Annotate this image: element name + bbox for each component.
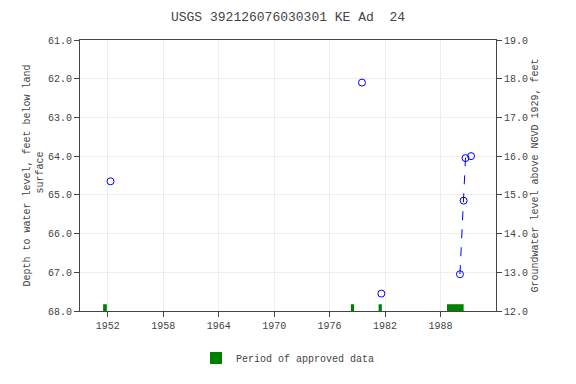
svg-text:Period of approved data: Period of approved data <box>236 354 374 365</box>
svg-text:18.0: 18.0 <box>504 74 528 85</box>
svg-text:65.0: 65.0 <box>48 190 72 201</box>
svg-text:15.0: 15.0 <box>504 190 528 201</box>
svg-text:16.0: 16.0 <box>504 152 528 163</box>
svg-text:1988: 1988 <box>429 321 453 332</box>
svg-text:14.0: 14.0 <box>504 229 528 240</box>
svg-text:1976: 1976 <box>318 321 342 332</box>
svg-text:19.0: 19.0 <box>504 36 528 47</box>
svg-text:17.0: 17.0 <box>504 113 528 124</box>
svg-text:Depth to water level, feet bel: Depth to water level, feet below land su… <box>22 64 46 286</box>
svg-text:62.0: 62.0 <box>48 74 72 85</box>
svg-text:USGS 392126076030301 KE Ad 24: USGS 392126076030301 KE Ad 24 <box>171 10 405 25</box>
svg-text:68.0: 68.0 <box>48 307 72 318</box>
svg-text:1970: 1970 <box>262 321 286 332</box>
svg-text:13.0: 13.0 <box>504 268 528 279</box>
svg-text:1964: 1964 <box>207 321 231 332</box>
svg-text:67.0: 67.0 <box>48 268 72 279</box>
svg-text:12.0: 12.0 <box>504 307 528 318</box>
svg-text:64.0: 64.0 <box>48 152 72 163</box>
svg-text:1952: 1952 <box>96 321 120 332</box>
svg-text:1958: 1958 <box>151 321 175 332</box>
svg-text:1982: 1982 <box>373 321 397 332</box>
svg-text:Groundwater level above NGVD 1: Groundwater level above NGVD 1929, feet <box>530 58 541 292</box>
svg-text:63.0: 63.0 <box>48 113 72 124</box>
svg-text:66.0: 66.0 <box>48 229 72 240</box>
svg-text:61.0: 61.0 <box>48 36 72 47</box>
